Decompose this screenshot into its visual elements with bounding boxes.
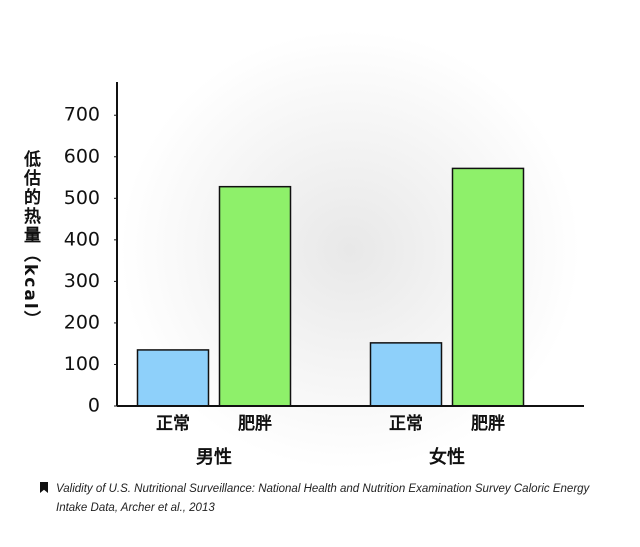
y-tick-label: 100 bbox=[64, 353, 100, 375]
x-tick-label: 男性 bbox=[196, 446, 232, 468]
bar bbox=[218, 185, 292, 407]
bar bbox=[136, 349, 210, 407]
y-tick-label: 200 bbox=[64, 311, 100, 333]
source-icon bbox=[40, 482, 48, 493]
y-tick-label: 600 bbox=[64, 145, 100, 167]
bar-label: 肥胖 bbox=[238, 413, 272, 434]
x-tick-label: 女性 bbox=[429, 446, 465, 468]
y-tick-label: 700 bbox=[64, 104, 100, 126]
bar-label: 肥胖 bbox=[471, 413, 505, 434]
y-tick-label: 500 bbox=[64, 187, 100, 209]
bar bbox=[369, 342, 443, 407]
bar-label: 正常 bbox=[156, 413, 190, 434]
y-tick-label: 0 bbox=[88, 395, 100, 417]
y-axis-label: 低估的热量（kcal） bbox=[20, 150, 40, 330]
bar-label: 正常 bbox=[389, 413, 423, 434]
y-tick-label: 400 bbox=[64, 228, 100, 250]
source: Validity of U.S. Nutritional Surveillanc… bbox=[56, 483, 590, 514]
bar bbox=[451, 167, 525, 407]
y-tick-label: 300 bbox=[64, 270, 100, 292]
